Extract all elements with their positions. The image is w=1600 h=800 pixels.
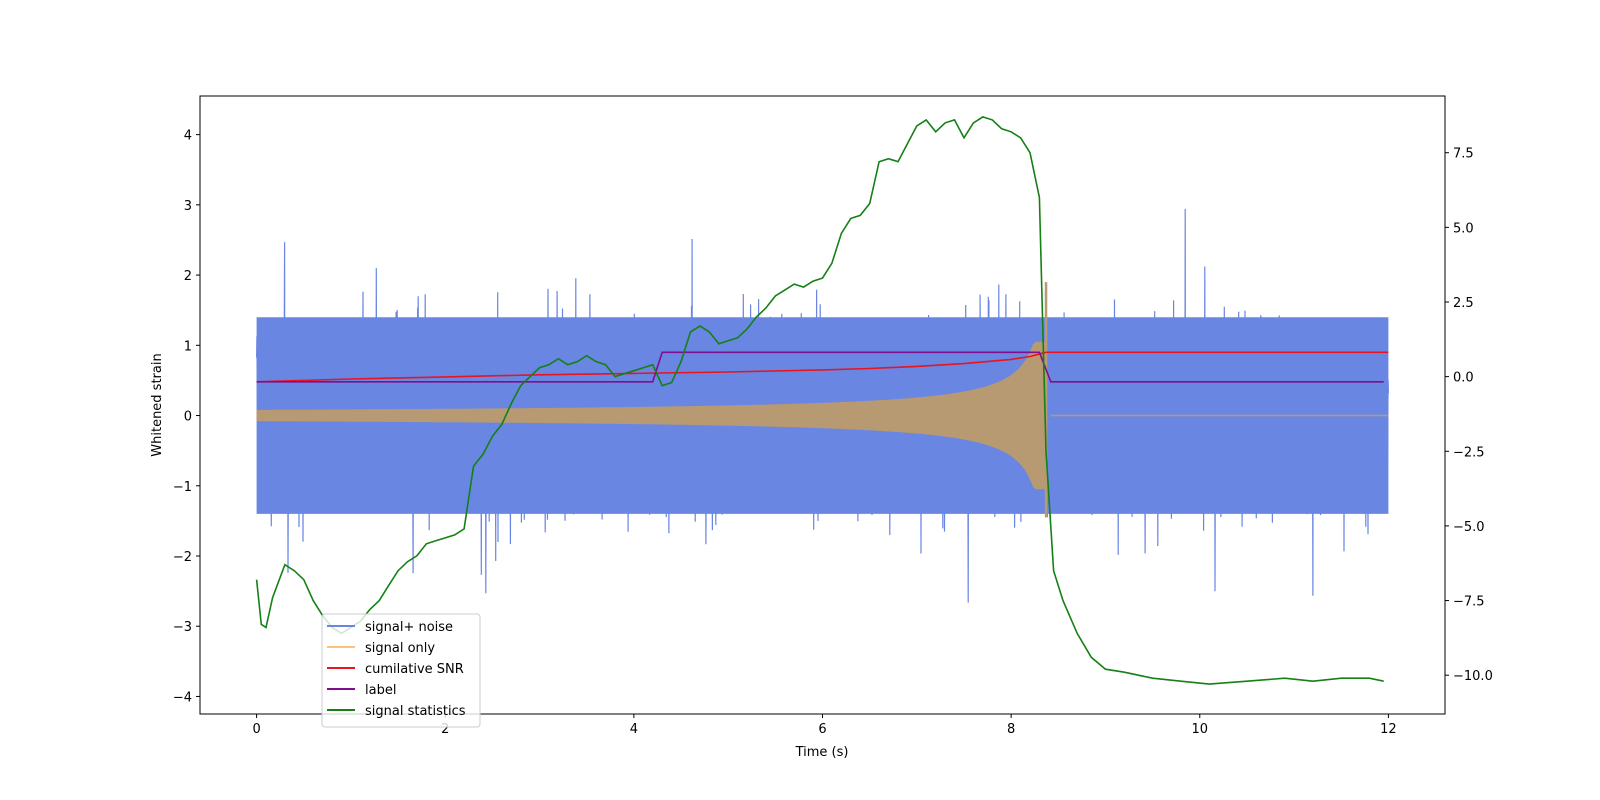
- y-tick-label-right: −2.5: [1453, 445, 1485, 460]
- y-axis-label: Whitened strain: [150, 353, 165, 456]
- x-tick-label: 8: [1007, 722, 1015, 737]
- y-tick-label-right: 5.0: [1453, 221, 1474, 236]
- x-tick-label: 12: [1380, 722, 1397, 737]
- legend: signal+ noise signal only cumilative SNR la…: [321, 613, 481, 728]
- series-label: [256, 351, 1384, 383]
- legend-label: signal only: [365, 641, 435, 656]
- y-tick-label-right: 7.5: [1453, 147, 1474, 162]
- y-tick-label-right: 2.5: [1453, 296, 1474, 311]
- y-tick-label-right: −7.5: [1453, 595, 1485, 610]
- y-tick-label-left: 4: [184, 129, 192, 144]
- series-signal-statistics: [255, 116, 1384, 685]
- y-tick-label-left: 1: [184, 339, 192, 354]
- y-tick-label-left: −4: [173, 690, 192, 705]
- series-signal-only-envelope: [256, 341, 1047, 490]
- x-tick-label: 2: [441, 722, 449, 737]
- y-tick-label-left: −3: [173, 620, 192, 635]
- x-tick-label: 4: [630, 722, 638, 737]
- x-tick-label: 10: [1191, 722, 1208, 737]
- series-cumulative-snr: [256, 351, 1389, 383]
- y-tick-label-left: 0: [184, 410, 192, 425]
- y-tick-label-left: −2: [173, 550, 192, 565]
- y-tick-label-left: 3: [184, 199, 192, 214]
- legend-label: label: [365, 683, 396, 698]
- x-tick-label: 6: [818, 722, 826, 737]
- y-tick-label-right: −5.0: [1453, 520, 1485, 535]
- legend-label: cumilative SNR: [365, 662, 464, 677]
- y-tick-label-left: 2: [184, 269, 192, 284]
- plot-area: [255, 116, 1389, 685]
- x-tick-label: 0: [252, 722, 260, 737]
- x-axis-label: Time (s): [795, 745, 849, 760]
- legend-label: signal+ noise: [365, 620, 453, 635]
- y-axis-right: −10.0 −7.5 −5.0 −2.5 0.0 2.5 5.0 7.5: [1445, 147, 1493, 684]
- legend-label: signal statistics: [365, 704, 466, 719]
- y-tick-label-left: −1: [173, 480, 192, 495]
- y-tick-label-right: −10.0: [1453, 669, 1493, 684]
- y-axis-left: −4 −3 −2 −1 0 1 2 3 4: [173, 129, 200, 705]
- legend-box: [321, 613, 481, 728]
- y-tick-label-right: 0.0: [1453, 371, 1474, 386]
